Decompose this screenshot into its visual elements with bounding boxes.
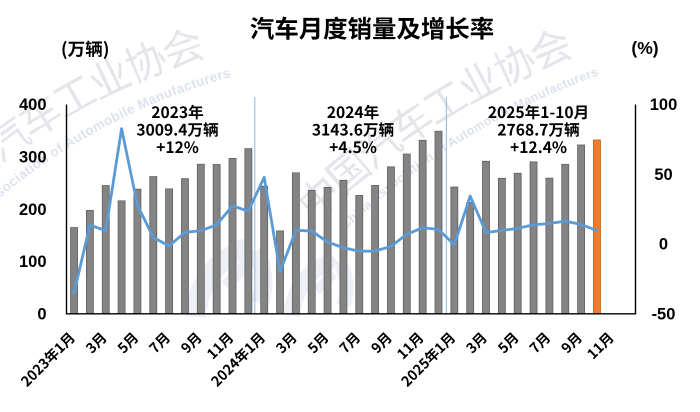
svg-text:0: 0 [37, 306, 46, 324]
svg-text:100: 100 [19, 253, 47, 271]
svg-text:0: 0 [659, 236, 668, 254]
svg-text:100: 100 [650, 96, 678, 114]
svg-text:50: 50 [654, 166, 672, 184]
svg-text:(%): (%) [631, 38, 658, 58]
svg-text:-50: -50 [652, 306, 676, 324]
svg-text:400: 400 [19, 96, 47, 114]
svg-text:300: 300 [19, 149, 47, 167]
svg-text:200: 200 [19, 201, 47, 219]
